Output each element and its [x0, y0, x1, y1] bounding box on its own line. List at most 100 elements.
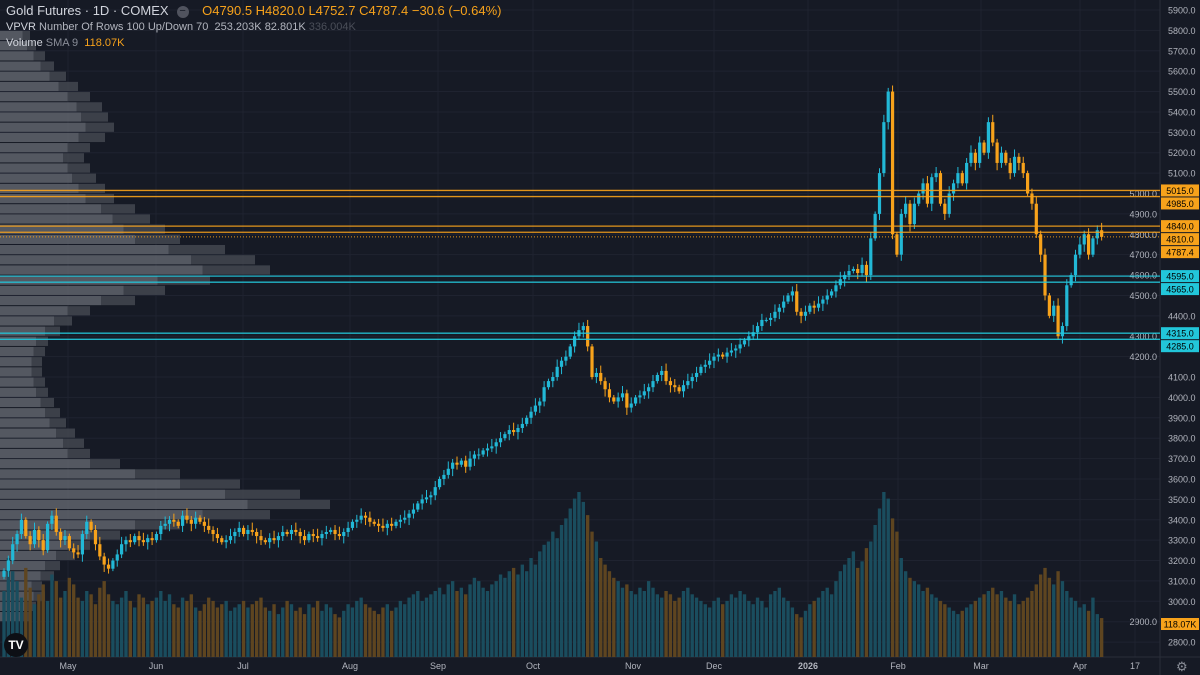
volume-bar [50, 574, 54, 657]
volume-bar [873, 525, 877, 657]
volume-bar [72, 584, 76, 657]
volume-legend[interactable]: Volume SMA 9 118.07K [6, 37, 124, 50]
volume-bar [960, 610, 964, 657]
y-tick-label: 4800.0 [1129, 230, 1157, 240]
volume-bar [612, 577, 616, 657]
gear-icon[interactable]: ⚙ [1176, 659, 1188, 674]
volume-bar [816, 597, 821, 657]
volume-bar [128, 600, 132, 657]
vpvr-bar-up [0, 530, 90, 540]
y-tick-label: 5700.0 [1168, 46, 1196, 56]
vpvr-bar-down [49, 418, 66, 428]
vpvr-bar-down [135, 469, 180, 479]
candle-body [760, 319, 764, 327]
candle-body [803, 311, 808, 316]
vpvr-bar-down [90, 459, 120, 469]
volume-bar [193, 607, 198, 657]
level-badge [1161, 246, 1199, 259]
vpvr-bar-up [0, 122, 86, 132]
volume-bar [1025, 597, 1030, 657]
candle-body [808, 305, 812, 312]
candle-body [207, 525, 211, 530]
volume-bar [32, 604, 37, 657]
candle-body [581, 326, 585, 331]
volume-bar [956, 614, 960, 657]
volume-bar [424, 597, 429, 657]
candle-body [455, 462, 459, 465]
candle-body [864, 264, 869, 276]
candle-body [372, 521, 376, 524]
candle-body [498, 438, 503, 443]
candle-body [411, 509, 416, 514]
candle-body [472, 454, 477, 459]
volume-bar [751, 604, 755, 657]
vpvr-bar-up [0, 448, 68, 459]
volume-bar [189, 594, 193, 657]
collapse-icon[interactable]: − [176, 5, 189, 18]
vpvr-bar-up [0, 346, 34, 357]
candle-body [1078, 244, 1082, 255]
volume-bar [224, 600, 228, 657]
vpvr-bar-down [31, 581, 42, 591]
volume-bar [542, 544, 546, 657]
symbol-title[interactable]: Gold Futures · 1D · COMEX [6, 3, 169, 18]
volume-bar [551, 531, 555, 657]
volume-bar [808, 604, 812, 657]
vpvr-bar-down [157, 275, 210, 285]
candle-body [616, 397, 620, 402]
candle-body [978, 142, 982, 163]
candle-body [999, 152, 1004, 163]
volume-bar [11, 571, 15, 657]
candle-body [812, 305, 816, 308]
volume-bar [263, 607, 268, 657]
candle-body [111, 560, 115, 569]
y-tick-label: 3100.0 [1168, 576, 1196, 586]
volume-bar [337, 617, 342, 657]
candle-body [320, 534, 324, 539]
symbol-legend: Gold Futures · 1D · COMEX − O4790.5 H4820… [6, 3, 501, 18]
volume-bar [180, 597, 185, 657]
x-tick-label: 17 [1130, 661, 1140, 671]
candle-body [420, 499, 424, 504]
volume-bar [363, 604, 368, 657]
candle-body [398, 519, 402, 522]
vpvr-bar-up [0, 377, 34, 387]
candle-body [869, 238, 873, 276]
volume-bar [651, 587, 655, 657]
candle-body [738, 344, 742, 349]
candle-body [359, 515, 363, 520]
candle-body [594, 372, 598, 378]
y-tick-label: 4900.0 [1129, 209, 1157, 219]
volume-bar [246, 607, 250, 657]
tradingview-logo[interactable]: TV [4, 633, 28, 657]
volume-bar [882, 492, 886, 657]
vpvr-bar-down [40, 397, 54, 408]
vpvr-bar-down [36, 387, 48, 397]
y-tick-label: 4000.0 [1168, 393, 1196, 403]
volume-bar [24, 567, 28, 657]
volume-bar [498, 574, 503, 657]
volume-bar [19, 597, 24, 657]
volume-bar [978, 597, 982, 657]
candle-body [851, 268, 855, 271]
candle-body [268, 538, 272, 543]
candle-body [355, 519, 359, 522]
vpvr-legend[interactable]: VPVR Number Of Rows 100 Up/Down 70 253.2… [6, 21, 356, 34]
candle-body [294, 529, 298, 532]
vpvr-bar-down [40, 61, 54, 71]
candle-body [1008, 162, 1012, 174]
volume-bar [85, 591, 89, 657]
candle-body [459, 460, 463, 465]
candle-body [773, 311, 777, 318]
volume-bar [141, 597, 146, 657]
volume-bar [734, 597, 738, 657]
vpvr-bar-down [202, 265, 270, 275]
vpvr-bar-down [33, 377, 45, 387]
x-tick-label: Mar [973, 661, 989, 671]
volume-bar [851, 551, 856, 657]
volume-bar [80, 600, 85, 657]
level-label: 5015.0 [1166, 186, 1194, 196]
candle-body [546, 381, 551, 388]
candle-body [429, 495, 433, 498]
